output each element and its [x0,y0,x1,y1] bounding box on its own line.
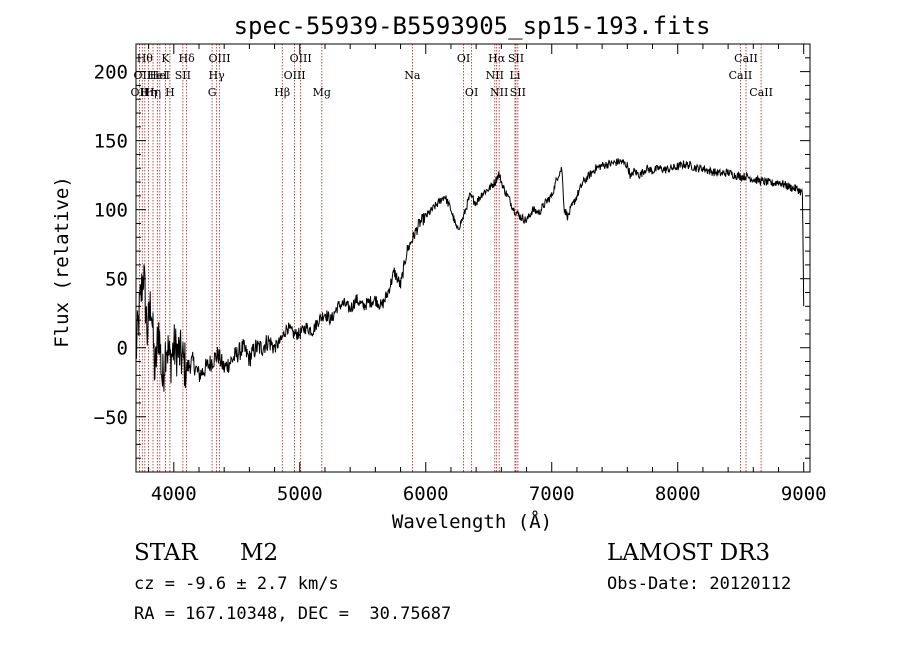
line-label-29: CaII [749,86,773,99]
y-tick-label-2: 50 [105,269,128,291]
line-label-10: Hδ [179,52,196,65]
line-label-5: HeI [147,69,167,82]
plot-frame [135,43,811,473]
y-tick-label-3: 100 [94,200,128,222]
line-label-8: H [165,86,175,99]
x-tick-label-2: 6000 [403,483,449,505]
line-label-22: Hα [488,52,506,65]
y-axis-label: Flux (relative) [51,176,73,348]
x-axis-label: Wavelength (Å) [392,510,552,533]
line-label-27: CaII [729,69,753,82]
line-label-15: OIII [284,69,306,82]
spectrum-series [135,158,805,392]
survey-name: LAMOST DR3 [607,540,771,566]
y-tick-label-4: 150 [94,131,128,153]
line-label-24: Li [510,69,521,82]
x-tick-label-4: 8000 [655,483,701,505]
line-label-9: SII [175,69,191,82]
line-label-16: OIII [290,52,312,65]
x-tick-label-1: 5000 [277,483,323,505]
spectrum-line [135,158,805,392]
x-tick-label-0: 4000 [151,483,197,505]
line-label-23: NII [490,86,508,99]
line-label-19: OI [457,52,470,65]
line-label-26: SII [510,86,526,99]
line-label-3: Hη [140,86,156,99]
line-label-4: Hη [145,86,161,99]
spectral-line-markers [139,44,762,472]
chart-title: spec-55939-B5593905_sp15-193.fits [234,12,711,40]
redshift-text: cz = -9.6 ± 2.7 km/s [134,574,339,594]
line-label-7: K [161,52,170,65]
y-axis: −50 0 50 100 150 200 [94,57,810,459]
line-label-6: HeI [150,69,170,82]
line-label-0: OII [131,86,149,99]
line-label-20: OI [465,86,478,99]
line-label-13: OIII [208,52,230,65]
line-label-11: G [208,86,217,99]
obs-date: Obs-Date: 20120112 [607,574,792,594]
y-tick-label-1: 0 [117,338,128,360]
x-axis: 4000 5000 6000 7000 8000 9000 [148,44,827,505]
spectral-line-labels: OIIOIIHθHηHηHeIHeIKHSIIHδGHγOIIIHβOIIIOI… [131,52,773,99]
line-label-28: CaII [734,52,758,65]
x-tick-label-5: 9000 [781,483,827,505]
line-label-17: Mg [313,86,331,99]
line-label-14: Hβ [274,86,290,99]
line-label-1: OII [133,69,151,82]
line-label-12: Hγ [209,69,226,82]
object-subclass: M2 [240,540,279,566]
line-label-18: Na [404,69,421,82]
x-tick-label-3: 7000 [529,483,575,505]
coordinates: RA = 167.10348, DEC = 30.75687 [134,604,452,624]
line-label-21: NII [486,69,504,82]
y-tick-label-5: 200 [94,62,128,84]
object-class: STAR [134,540,198,566]
y-tick-label-0: −50 [94,407,128,429]
line-label-2: Hθ [137,52,154,65]
line-label-25: SII [508,52,524,65]
